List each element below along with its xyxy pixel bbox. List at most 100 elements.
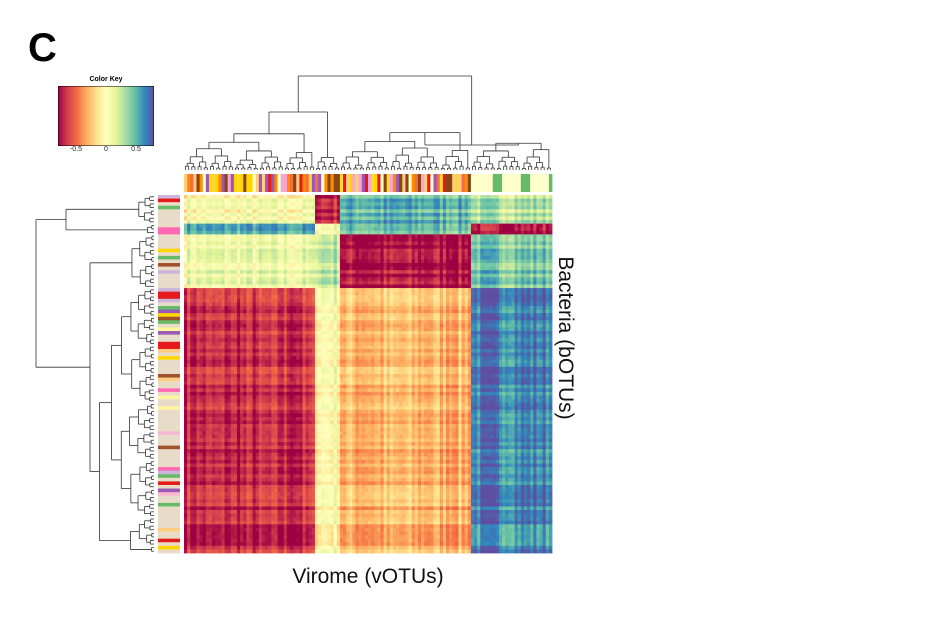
heatmap-cell bbox=[449, 234, 453, 239]
heatmap-cell bbox=[305, 252, 310, 257]
heatmap-cell bbox=[517, 223, 522, 228]
heatmap-cell bbox=[305, 216, 310, 221]
heatmap-cell bbox=[212, 288, 216, 293]
heatmap-cell bbox=[371, 327, 375, 332]
heatmap-cell bbox=[265, 266, 269, 271]
heatmap-cell bbox=[371, 266, 375, 271]
heatmap-cell bbox=[311, 295, 316, 300]
heatmap-cell bbox=[343, 245, 347, 250]
heatmap-cell bbox=[358, 316, 363, 321]
heatmap-cell bbox=[505, 284, 509, 289]
heatmap-cell bbox=[548, 338, 553, 343]
heatmap-cell bbox=[314, 216, 319, 221]
heatmap-cell bbox=[386, 309, 391, 314]
heatmap-cell bbox=[208, 316, 213, 321]
heatmap-cell bbox=[517, 248, 522, 253]
heatmap-cell bbox=[548, 259, 553, 264]
heatmap-cell bbox=[433, 216, 438, 221]
heatmap-cell bbox=[355, 338, 360, 343]
heatmap-cell bbox=[212, 323, 216, 328]
heatmap-cell bbox=[386, 209, 391, 214]
heatmap-cell bbox=[505, 270, 509, 275]
heatmap-cell bbox=[349, 227, 353, 232]
heatmap-cell bbox=[392, 223, 397, 228]
heatmap-cell bbox=[405, 223, 409, 228]
heatmap-cell bbox=[523, 227, 528, 232]
heatmap-cell bbox=[430, 280, 434, 285]
heatmap-cell bbox=[333, 266, 338, 271]
heatmap-cell bbox=[305, 195, 310, 199]
heatmap-cell bbox=[199, 277, 204, 282]
heatmap-cell bbox=[311, 237, 316, 242]
heatmap-cell bbox=[399, 338, 403, 343]
heatmap-cell bbox=[196, 331, 200, 336]
heatmap-cell bbox=[408, 338, 413, 343]
heatmap-cell bbox=[439, 245, 444, 250]
heatmap-cell bbox=[349, 255, 353, 260]
heatmap-cell bbox=[308, 255, 313, 260]
heatmap-cell bbox=[258, 230, 263, 235]
heatmap-cell bbox=[293, 198, 297, 203]
heatmap-cell bbox=[246, 277, 250, 282]
heatmap-cell bbox=[402, 331, 406, 336]
heatmap-cell bbox=[305, 291, 310, 296]
heatmap-cell bbox=[470, 252, 475, 257]
heatmap-cell bbox=[302, 316, 307, 321]
heatmap-cell bbox=[511, 241, 515, 246]
heatmap-cell bbox=[290, 295, 294, 300]
heatmap-cell bbox=[374, 266, 378, 271]
heatmap-cell bbox=[343, 202, 347, 207]
heatmap-cell bbox=[224, 305, 229, 310]
heatmap-cell bbox=[355, 209, 360, 214]
heatmap-cell bbox=[421, 212, 425, 217]
heatmap-cell bbox=[374, 230, 378, 235]
heatmap-cell bbox=[240, 216, 244, 221]
heatmap-cell bbox=[202, 341, 207, 346]
heatmap-cell bbox=[190, 248, 194, 253]
heatmap-cell bbox=[452, 309, 456, 314]
heatmap-cell bbox=[224, 230, 229, 235]
heatmap-cell bbox=[190, 284, 194, 289]
heatmap-cell bbox=[305, 255, 310, 260]
heatmap-cell bbox=[542, 309, 547, 314]
heatmap-cell bbox=[364, 298, 369, 303]
heatmap-cell bbox=[452, 273, 456, 278]
heatmap-cell bbox=[299, 220, 303, 225]
heatmap-cell bbox=[202, 334, 207, 339]
heatmap-cell bbox=[470, 338, 475, 343]
heatmap-cell bbox=[396, 237, 400, 242]
heatmap-cell bbox=[230, 241, 235, 246]
heatmap-cell bbox=[190, 212, 194, 217]
heatmap-cell bbox=[215, 259, 219, 264]
heatmap-cell bbox=[411, 331, 416, 336]
heatmap-cell bbox=[483, 241, 487, 246]
heatmap-cell bbox=[277, 259, 282, 264]
heatmap-cell bbox=[467, 195, 472, 199]
heatmap-cell bbox=[196, 305, 200, 310]
heatmap-cell bbox=[383, 234, 388, 239]
heatmap-cell bbox=[233, 284, 238, 289]
heatmap-cell bbox=[498, 320, 503, 325]
heatmap-cell bbox=[352, 202, 356, 207]
heatmap-cell bbox=[330, 220, 335, 225]
heatmap-cell bbox=[311, 284, 316, 289]
heatmap-cell bbox=[187, 341, 191, 346]
heatmap-cell bbox=[355, 273, 360, 278]
heatmap-cell bbox=[187, 323, 191, 328]
heatmap-cell bbox=[274, 248, 278, 253]
heatmap-cell bbox=[318, 209, 322, 214]
heatmap-cell bbox=[455, 195, 459, 199]
heatmap-cell bbox=[218, 305, 222, 310]
heatmap-cell bbox=[545, 227, 550, 232]
heatmap-cell bbox=[190, 263, 194, 267]
heatmap-cell bbox=[392, 205, 397, 210]
heatmap-cell bbox=[324, 327, 328, 332]
heatmap-cell bbox=[486, 295, 491, 300]
heatmap-cell bbox=[399, 198, 403, 203]
heatmap-cell bbox=[498, 334, 503, 339]
heatmap-cell bbox=[414, 338, 419, 343]
heatmap-cell bbox=[218, 280, 222, 285]
heatmap-cell bbox=[271, 202, 275, 207]
heatmap-cell bbox=[358, 334, 363, 339]
heatmap-cell bbox=[333, 245, 338, 250]
